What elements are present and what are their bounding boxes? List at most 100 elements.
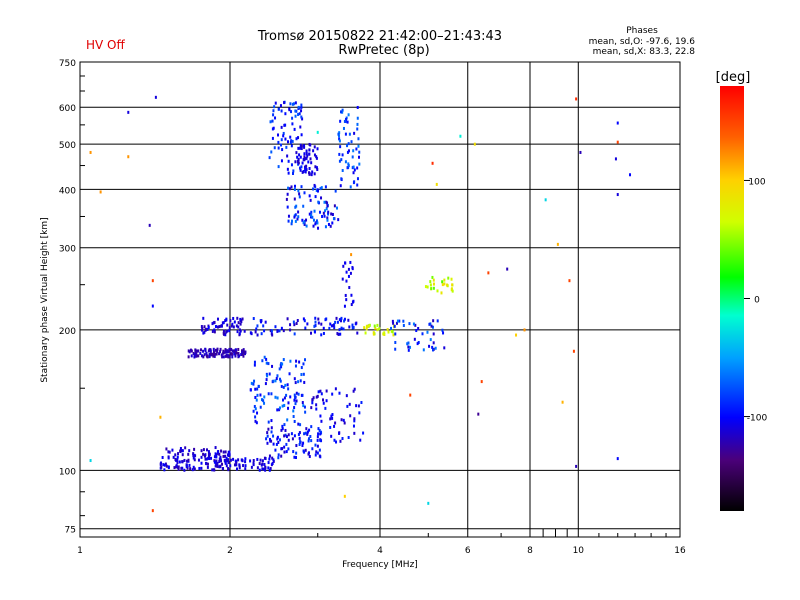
data-point <box>313 183 316 187</box>
data-point <box>315 155 318 159</box>
data-point <box>160 465 163 469</box>
data-point <box>256 466 259 470</box>
data-point <box>340 110 343 114</box>
data-point <box>345 270 348 274</box>
data-point <box>219 457 222 461</box>
data-point <box>256 333 259 337</box>
data-point <box>297 210 300 214</box>
data-point <box>278 367 281 371</box>
data-point <box>395 321 398 325</box>
data-point <box>334 387 337 391</box>
data-point <box>575 464 578 468</box>
data-point <box>330 212 333 216</box>
data-point <box>332 323 335 327</box>
data-point <box>341 108 344 112</box>
data-point <box>353 168 356 172</box>
data-point <box>287 438 290 442</box>
data-point <box>272 113 275 117</box>
data-point <box>556 242 559 246</box>
data-point <box>363 326 366 330</box>
data-point <box>394 340 397 344</box>
data-point <box>325 399 328 403</box>
data-point <box>432 332 435 336</box>
data-point <box>214 452 217 456</box>
data-point <box>204 347 207 351</box>
data-point <box>237 325 240 329</box>
data-point <box>218 460 221 464</box>
data-point <box>159 463 162 467</box>
data-point <box>299 440 302 444</box>
data-point <box>391 330 394 334</box>
data-point <box>353 180 356 184</box>
data-point <box>151 509 154 513</box>
data-point <box>312 187 315 191</box>
data-point <box>297 380 300 384</box>
data-point <box>163 463 166 467</box>
data-point <box>292 102 295 106</box>
data-point <box>270 430 273 434</box>
data-point <box>277 453 280 457</box>
data-point <box>311 447 314 451</box>
data-point <box>243 350 246 354</box>
data-point <box>303 191 306 195</box>
data-point <box>310 406 313 410</box>
data-point <box>307 439 310 443</box>
data-point <box>308 212 311 216</box>
data-point <box>356 122 359 126</box>
data-point <box>328 326 331 330</box>
data-point <box>356 331 359 335</box>
data-point <box>629 173 632 177</box>
data-point <box>408 322 411 326</box>
data-point <box>295 137 298 141</box>
data-point <box>175 464 178 468</box>
data-point <box>324 225 327 229</box>
data-point <box>278 438 281 442</box>
data-point <box>316 394 319 398</box>
data-point <box>279 363 282 367</box>
data-point <box>325 207 328 211</box>
data-point <box>338 391 341 395</box>
data-point <box>338 159 341 163</box>
data-point <box>295 322 298 326</box>
data-point <box>192 351 195 355</box>
data-point <box>282 398 285 402</box>
data-point <box>309 434 312 438</box>
data-point <box>446 283 449 287</box>
data-point <box>203 325 206 329</box>
data-point <box>304 448 307 452</box>
hv-status: HV Off <box>86 38 125 52</box>
data-point <box>295 399 298 403</box>
data-point <box>316 168 319 172</box>
data-point <box>297 105 300 109</box>
data-point <box>215 352 218 356</box>
data-point <box>268 437 271 441</box>
data-point <box>208 453 211 457</box>
data-point <box>277 165 280 169</box>
data-point <box>421 332 424 336</box>
data-point <box>319 438 322 442</box>
data-point <box>319 389 322 393</box>
data-point <box>443 278 446 282</box>
data-point <box>294 109 297 113</box>
data-point <box>242 354 245 358</box>
data-point <box>204 327 207 331</box>
data-point <box>376 328 379 332</box>
data-point <box>303 144 306 148</box>
data-point <box>365 324 368 328</box>
data-point <box>316 188 319 192</box>
data-point <box>355 404 358 408</box>
data-point <box>440 291 443 295</box>
data-point <box>315 407 318 411</box>
data-point <box>238 328 241 332</box>
data-point <box>213 320 216 324</box>
data-point <box>303 152 306 156</box>
data-point <box>283 423 286 427</box>
data-point <box>192 465 195 469</box>
data-point <box>314 316 317 320</box>
data-point <box>263 355 266 359</box>
data-point <box>315 166 318 170</box>
data-point <box>220 449 223 453</box>
data-point <box>305 224 308 228</box>
data-point <box>224 319 227 323</box>
data-point <box>262 467 265 471</box>
